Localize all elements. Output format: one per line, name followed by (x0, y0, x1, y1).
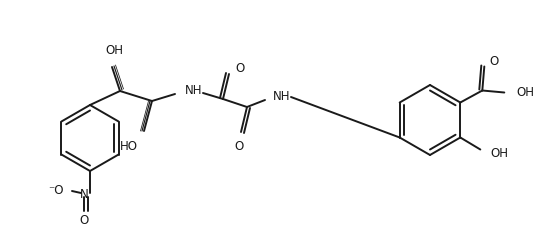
Text: O: O (79, 213, 89, 227)
Text: O: O (235, 63, 244, 75)
Text: HO: HO (120, 140, 138, 153)
Text: OH: OH (105, 44, 123, 57)
Text: OH: OH (490, 147, 508, 160)
Text: ⁻O: ⁻O (48, 183, 64, 197)
Text: OH: OH (516, 86, 534, 99)
Text: NH: NH (273, 90, 290, 104)
Text: NH: NH (185, 84, 202, 98)
Text: O: O (234, 140, 244, 153)
Text: N: N (80, 188, 89, 202)
Text: O: O (490, 55, 498, 68)
